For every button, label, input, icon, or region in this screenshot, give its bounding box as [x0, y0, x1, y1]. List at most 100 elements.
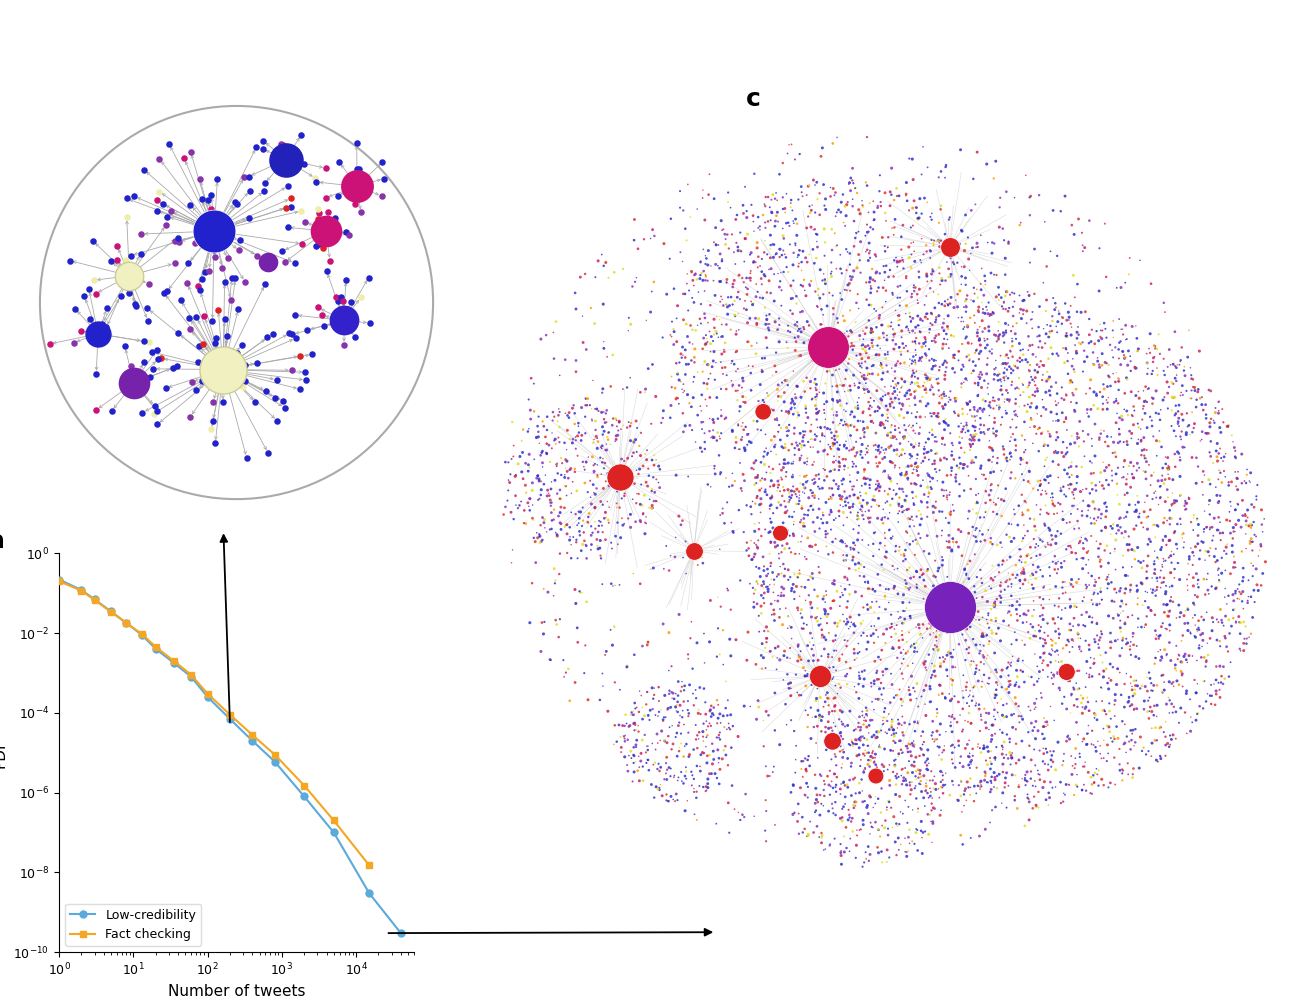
Point: [745, 453, 766, 469]
Point: [1039, 646, 1060, 662]
Point: [593, 334, 614, 350]
Point: [936, 336, 957, 352]
Point: [1146, 587, 1167, 603]
Point: [769, 457, 790, 473]
Point: [712, 622, 733, 638]
Point: [879, 773, 900, 789]
Point: [920, 788, 941, 804]
Point: [992, 409, 1013, 425]
Point: [871, 854, 892, 870]
Point: [837, 593, 858, 609]
Point: [982, 732, 1003, 748]
Point: [924, 642, 945, 658]
Point: [1067, 779, 1088, 795]
Point: [1079, 327, 1100, 343]
Point: [612, 261, 633, 277]
Point: [821, 649, 842, 665]
Point: [1138, 341, 1159, 357]
Point: [909, 626, 930, 642]
Point: [745, 546, 766, 562]
Point: [1031, 607, 1053, 623]
Point: [599, 478, 620, 494]
Point: [695, 266, 716, 282]
Point: [992, 556, 1013, 572]
Point: [1045, 615, 1066, 631]
Point: [1223, 519, 1244, 535]
Point: [1221, 428, 1242, 444]
Point: [1058, 366, 1079, 382]
Point: [720, 355, 741, 371]
Point: [784, 765, 805, 781]
Point: [1218, 475, 1239, 491]
Point: [861, 675, 882, 691]
Point: [202, 313, 223, 329]
Point: [954, 713, 975, 729]
Point: [1079, 608, 1100, 624]
Point: [942, 756, 963, 772]
Point: [930, 716, 951, 732]
Point: [879, 454, 900, 470]
Point: [698, 719, 719, 735]
Point: [892, 694, 913, 710]
Point: [1005, 381, 1026, 397]
Point: [1084, 384, 1105, 400]
Point: [1056, 328, 1077, 344]
Point: [984, 361, 1005, 377]
Point: [825, 238, 846, 254]
Point: [778, 495, 799, 510]
Point: [1063, 579, 1084, 595]
Point: [989, 326, 1010, 342]
Point: [1051, 380, 1072, 396]
Point: [869, 347, 890, 363]
Point: [992, 785, 1013, 801]
Point: [983, 779, 1004, 795]
Point: [837, 718, 858, 734]
Point: [964, 419, 986, 435]
Point: [1196, 694, 1217, 710]
Point: [1235, 526, 1256, 542]
Point: [289, 381, 310, 397]
Point: [573, 524, 594, 540]
Point: [1181, 371, 1202, 387]
Point: [1201, 411, 1222, 427]
Point: [1066, 691, 1087, 707]
Point: [800, 625, 821, 641]
Point: [1147, 754, 1168, 770]
Point: [1005, 557, 1026, 573]
Point: [829, 247, 850, 263]
Point: [704, 766, 725, 782]
Point: [899, 417, 920, 433]
Point: [1031, 392, 1053, 408]
Point: [883, 809, 904, 825]
Point: [937, 625, 958, 641]
Point: [984, 595, 1005, 611]
Point: [1117, 437, 1138, 453]
Point: [901, 353, 922, 369]
Point: [1022, 337, 1043, 353]
Point: [1039, 699, 1060, 715]
Point: [980, 782, 1001, 798]
Point: [788, 191, 809, 207]
Point: [756, 330, 777, 346]
Point: [829, 416, 850, 432]
Point: [890, 466, 911, 482]
Point: [997, 392, 1018, 408]
Point: [842, 549, 863, 565]
Point: [750, 473, 771, 489]
Point: [891, 446, 912, 462]
Point: [608, 414, 629, 430]
Point: [897, 741, 918, 757]
Point: [961, 653, 982, 669]
Point: [916, 371, 937, 387]
Point: [976, 739, 997, 755]
Point: [995, 582, 1016, 598]
Point: [1121, 647, 1142, 663]
Point: [911, 784, 932, 800]
Point: [725, 235, 746, 251]
Point: [1206, 443, 1227, 459]
Point: [883, 580, 904, 596]
Point: [840, 539, 861, 555]
Point: [1081, 737, 1102, 753]
Point: [1001, 449, 1022, 465]
Point: [999, 673, 1020, 689]
